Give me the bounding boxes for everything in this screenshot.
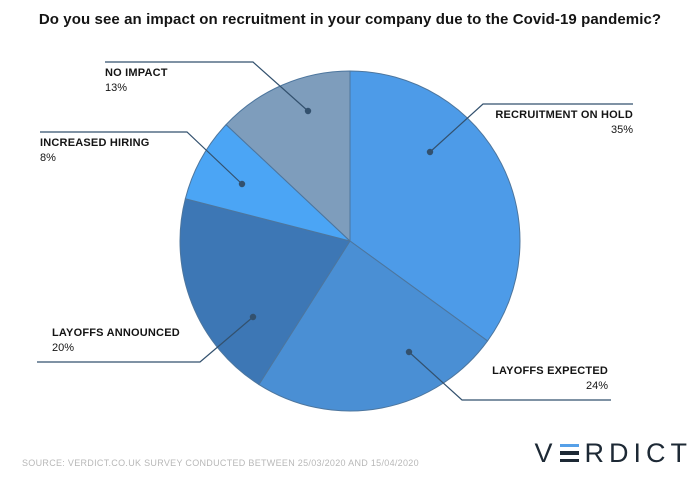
pie-slice-layoffs-announced[interactable] — [179, 198, 351, 386]
leader-line-no-impact — [105, 61, 309, 112]
leader-line-layoffs-expected — [408, 351, 611, 401]
pie-slice-recruitment-on-hold[interactable] — [349, 70, 521, 342]
callout-percent: 8% — [40, 151, 56, 164]
callout-layoffs-expected: LAYOFFS EXPECTED 24% — [492, 364, 608, 394]
leader-line-increased-hiring — [40, 131, 243, 185]
leader-dot-increased-hiring — [238, 180, 246, 188]
callout-increased-hiring: INCREASED HIRING 8% — [40, 136, 150, 166]
callout-percent: 24% — [585, 379, 608, 392]
pie-slices[interactable] — [179, 70, 521, 412]
logo-e-glyph — [559, 443, 579, 463]
pie-slice-layoffs-expected[interactable] — [258, 240, 489, 412]
chart-title: Do you see an impact on recruitment in y… — [38, 11, 662, 28]
leader-dot-no-impact — [304, 107, 312, 115]
callout-label: NO IMPACT — [105, 67, 168, 79]
verdict-logo: V RDICT — [534, 438, 692, 468]
leader-lines — [37, 61, 633, 401]
leader-line-layoffs-announced — [37, 316, 254, 363]
leader-line-recruitment-on-hold — [429, 103, 633, 153]
leader-dot-layoffs-announced — [249, 313, 257, 321]
callout-percent: 35% — [610, 123, 633, 136]
callout-recruitment-on-hold: RECRUITMENT ON HOLD 35% — [495, 108, 633, 138]
callout-label: LAYOFFS ANNOUNCED — [52, 327, 180, 339]
logo-letter-v: V — [534, 437, 558, 468]
pie-slice-no-impact[interactable] — [225, 70, 351, 242]
callout-percent: 13% — [105, 81, 128, 94]
callout-label: LAYOFFS EXPECTED — [492, 365, 608, 377]
callout-no-impact: NO IMPACT 13% — [105, 66, 168, 96]
callout-layoffs-announced: LAYOFFS ANNOUNCED 20% — [52, 326, 180, 356]
leader-dot-recruitment-on-hold — [426, 148, 434, 156]
logo-letters-rdict: RDICT — [584, 437, 692, 468]
callout-percent: 20% — [52, 341, 75, 354]
leader-dot-layoffs-expected — [405, 348, 413, 356]
callout-label: INCREASED HIRING — [40, 137, 150, 149]
callout-label: RECRUITMENT ON HOLD — [495, 109, 633, 121]
source-note: SOURCE: VERDICT.CO.UK SURVEY CONDUCTED B… — [22, 458, 419, 468]
